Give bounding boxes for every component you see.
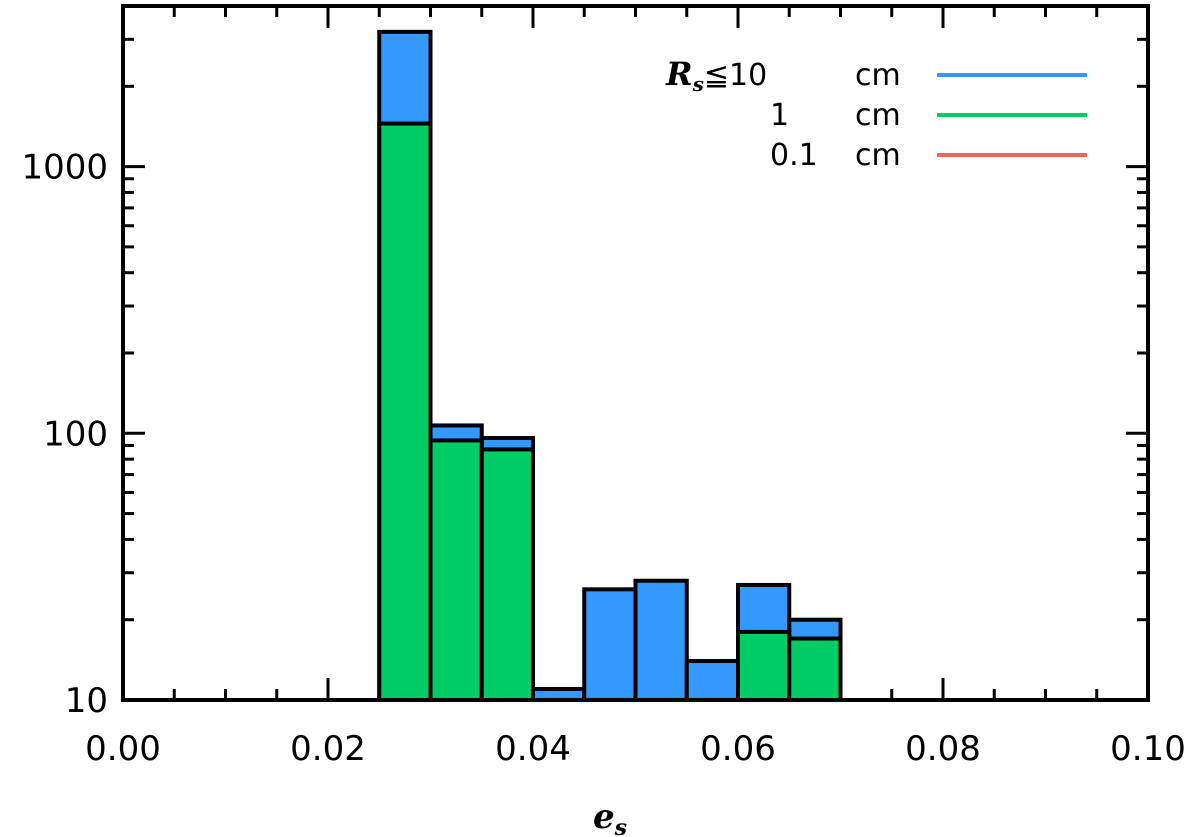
bar-1cm-1	[428, 438, 484, 702]
bar-1cm-4	[787, 636, 843, 702]
legend-entry-0-unit: cm	[855, 58, 901, 93]
bar-1cm-2	[479, 447, 535, 702]
x-axis-tick-labels: 0.00 0.02 0.04 0.06 0.08 0.10	[85, 729, 1186, 769]
x-tick-label: 0.00	[85, 729, 161, 769]
x-tick-label: 0.02	[290, 729, 366, 769]
x-axis-label-subscript: s	[614, 815, 627, 837]
legend-entry-0-value: 10	[729, 58, 767, 93]
bar-1cm-3	[736, 629, 792, 703]
x-tick-label: 0.08	[905, 729, 981, 769]
legend: Rs≦10 cm 1 cm 0.1 cm	[665, 55, 1087, 173]
bar-10cm-4	[582, 587, 638, 702]
x-tick-label: 0.06	[700, 729, 776, 769]
plot-frame	[121, 4, 1150, 702]
series-1cm-bars	[377, 121, 843, 703]
legend-prefix-subscript: s	[692, 72, 704, 96]
legend-prefix-symbol: R	[665, 55, 693, 93]
bar-10cm-5	[633, 578, 689, 702]
legend-entry-2-unit: cm	[855, 138, 901, 173]
legend-entry-2-value: 0.1	[770, 138, 818, 173]
legend-prefix-operator: ≦	[704, 58, 729, 93]
x-tick-label: 0.04	[495, 729, 571, 769]
y-tick-label: 100	[43, 414, 108, 454]
legend-prefix: Rs≦10	[665, 55, 767, 96]
legend-entry-1-value: 1	[770, 98, 789, 133]
x-axis-label: es	[593, 797, 627, 837]
bar-1cm-0	[377, 121, 433, 703]
y-axis-tick-labels: 10 100 1000	[21, 148, 108, 721]
y-tick-label: 10	[65, 681, 108, 721]
x-tick-label: 0.10	[1110, 729, 1186, 769]
x-axis-label-symbol: e	[593, 797, 615, 837]
bar-10cm-6	[684, 659, 740, 703]
y-tick-label: 1000	[21, 148, 108, 188]
legend-entry-1-unit: cm	[855, 98, 901, 133]
